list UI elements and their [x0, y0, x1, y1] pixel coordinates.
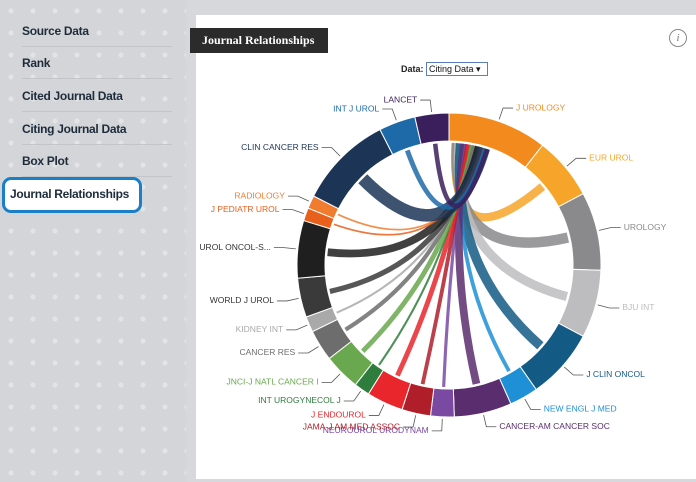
- leader-line: [403, 415, 417, 428]
- node-label: CLIN CANCER RES: [241, 142, 319, 152]
- node-label: J PEDIATR UROL: [211, 204, 280, 214]
- arc-segment: [414, 112, 450, 145]
- node-label: JAMA-J AM MED ASSOC: [303, 421, 400, 431]
- node-label: CANCER-AM CANCER SOC: [499, 421, 610, 431]
- leader-line: [498, 107, 514, 120]
- nav-item[interactable]: Source Data: [22, 24, 172, 47]
- chord: [432, 143, 490, 208]
- active-highlight: [2, 177, 142, 213]
- leader-line: [321, 373, 341, 383]
- leader-line: [298, 346, 319, 354]
- node-label: WORLD J UROL: [210, 295, 275, 305]
- node-label: BJU INT: [622, 302, 654, 312]
- node-label: INT J UROL: [333, 103, 379, 113]
- node-label: CANCER RES: [239, 347, 295, 357]
- arc-segment: [452, 377, 512, 418]
- leader-line: [282, 209, 304, 214]
- leader-line: [273, 247, 296, 250]
- node-label: J CLIN ONCOL: [586, 369, 645, 379]
- nav-item[interactable]: Box Plot: [22, 154, 172, 177]
- leader-line: [287, 195, 310, 202]
- leader-line: [524, 398, 541, 410]
- leader-line: [343, 390, 361, 402]
- leader-line: [276, 297, 299, 302]
- node-label: INT UROGYNECOL J: [258, 395, 341, 405]
- node-label: NEW ENGL J MED: [544, 404, 617, 414]
- node-label: UROLOGY: [624, 222, 667, 232]
- nav-item[interactable]: Cited Journal Data: [22, 89, 172, 112]
- leader-line: [368, 404, 385, 416]
- nav-item[interactable]: Rank: [22, 56, 172, 79]
- node-label: LANCET: [384, 94, 418, 104]
- node-label: NEUROUROL URODYNAM: [323, 425, 429, 435]
- node-label: J ENDOUROL: [311, 410, 366, 420]
- leader-line: [566, 157, 587, 167]
- arc-segment: [296, 219, 332, 279]
- leader-line: [431, 418, 443, 432]
- leader-line: [420, 99, 432, 113]
- leader-line: [598, 227, 621, 231]
- sidebar: [0, 0, 186, 482]
- node-label: J UROLOGY: [516, 102, 565, 112]
- node-label: KIDNEY INT: [236, 324, 284, 334]
- arc-segment: [557, 192, 602, 271]
- leader-line: [597, 304, 620, 309]
- arc-segment: [429, 387, 455, 418]
- node-label: RADIOLOGY: [234, 190, 285, 200]
- leader-line: [564, 366, 584, 376]
- node-label: UROL ONCOL-S...: [199, 242, 270, 252]
- data-select[interactable]: Citing Data ▾: [426, 62, 488, 76]
- nav-item[interactable]: Journal Relationships: [10, 187, 130, 201]
- leader-line: [286, 324, 308, 331]
- leader-line: [382, 108, 397, 121]
- info-button[interactable]: i: [669, 29, 687, 47]
- leader-line: [483, 414, 497, 428]
- panel-title: Journal Relationships: [190, 28, 328, 53]
- leader-line: [321, 147, 341, 157]
- node-label: JNCI-J NATL CANCER I: [227, 377, 319, 387]
- nav-item[interactable]: Citing Journal Data: [22, 122, 172, 145]
- node-label: EUR UROL: [589, 153, 633, 163]
- data-label: Data:: [401, 64, 424, 74]
